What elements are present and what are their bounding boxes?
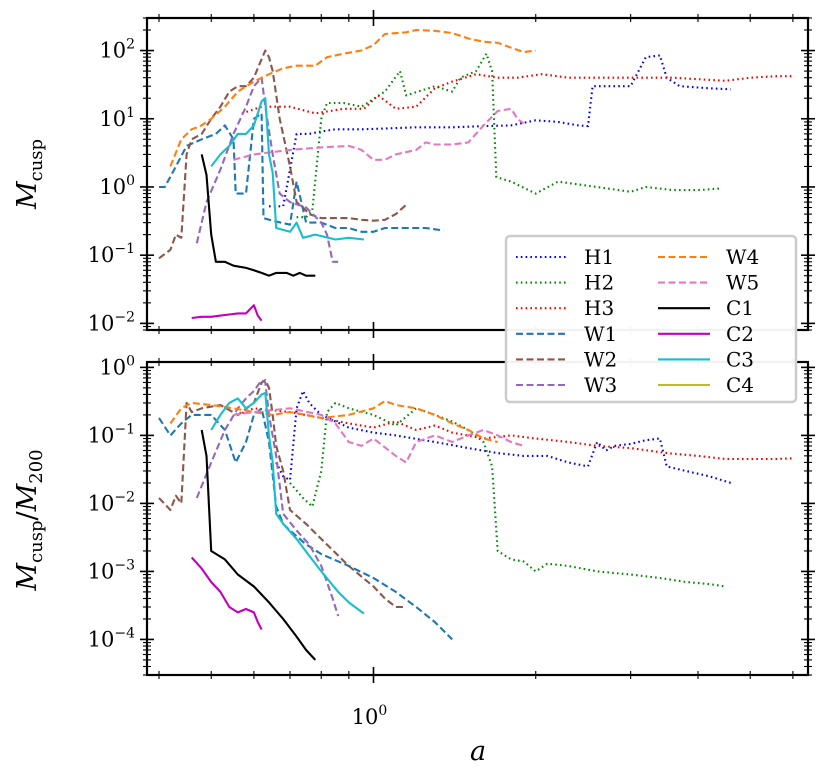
y-tick-label: 100 [99,173,135,199]
series-line-c1 [200,154,316,277]
bottom-panel: 10−4 10−3 10−2 10−1 100 [88,353,815,683]
x-axis-title: a [470,736,486,767]
legend-item-w3: W3 [516,373,617,397]
legend-box [504,234,798,404]
legend-label: W1 [584,322,617,346]
x-tick-label: 100 [352,703,388,729]
legend-label: C2 [726,322,754,346]
legend-item-c4: C4 [658,373,754,397]
series-line-w5 [233,407,525,464]
series-line-h1 [275,389,732,484]
series-line-w2 [158,379,407,609]
top-panel: 10−2 10−1 100 101 102 [88,10,815,338]
y-axis-title-bottom: Mcusp/M200 [12,449,47,591]
y-tick-label: 10−1 [88,241,135,267]
legend-item-h3: H3 [516,296,614,320]
series-line-c2 [191,304,263,322]
axes-frame [145,16,810,332]
legend-label: W2 [584,347,617,371]
series-line-h3 [241,73,793,115]
series-line-c1 [200,429,317,661]
legend-item-c1: C1 [658,296,754,320]
legend-item-w2: W2 [516,347,617,371]
series-line-h2 [289,401,726,588]
y-tick-label: 10−4 [88,625,135,651]
y-tick-label: 101 [99,105,135,131]
y-tick-label: 10−2 [88,309,135,335]
legend-label: C4 [726,373,754,397]
y-axis-title-top: Mcusp [12,139,47,210]
y-tick-label: 10−1 [88,421,135,447]
legend-label: H1 [584,245,614,269]
series-line-c3 [210,391,365,615]
legend-item-h1: H1 [516,245,614,269]
legend-label: C3 [726,347,754,371]
series-line-w4 [169,399,498,444]
legend-label: C1 [726,296,754,320]
y-ticks [140,366,815,676]
legend-label: W4 [726,245,759,269]
legend-item-w5: W5 [658,271,759,295]
series-line-w3 [195,76,339,263]
legend-label: W3 [584,373,617,397]
legend-item-h2: H2 [516,271,614,295]
y-tick-label: 10−2 [88,489,135,515]
legend-label: W5 [726,271,759,295]
series-line-c2 [190,556,263,630]
series-line-w3 [195,379,340,617]
legend-item-c3: C3 [658,347,754,371]
series-line-w5 [233,107,525,161]
series-line-c3 [210,97,365,241]
legend-item-w4: W4 [658,245,759,269]
legend-item-w1: W1 [516,322,617,346]
legend-label: H3 [584,296,614,320]
series-line-w2 [158,49,407,260]
series-line-h2 [296,52,721,219]
series-line-w4 [169,28,536,167]
y-tick-label: 102 [99,37,135,63]
legend-label: H2 [584,271,614,295]
legend-item-c2: C2 [658,322,754,346]
y-ticks [140,17,815,331]
y-tick-label: 10−3 [88,557,135,583]
y-tick-label: 100 [99,353,135,379]
series-line-w1 [159,112,444,233]
